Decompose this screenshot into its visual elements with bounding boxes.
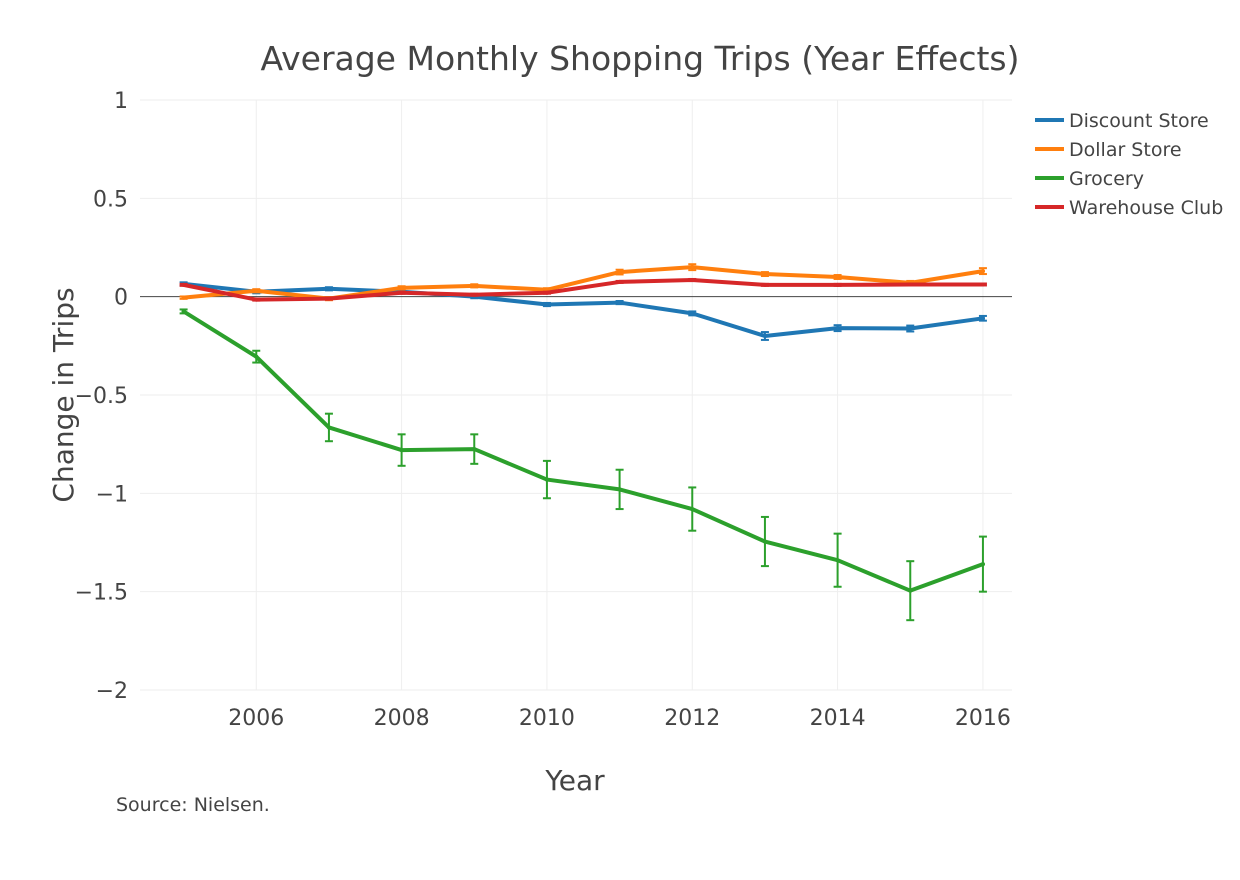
data-point[interactable]: [617, 270, 622, 275]
data-point[interactable]: [762, 539, 767, 544]
series-warehouse-club: [179, 277, 987, 302]
data-point[interactable]: [399, 448, 404, 453]
data-point[interactable]: [762, 334, 767, 338]
data-point[interactable]: [908, 588, 913, 593]
data-point[interactable]: [544, 290, 549, 295]
data-point[interactable]: [472, 283, 477, 288]
data-point[interactable]: [544, 477, 549, 482]
data-point[interactable]: [181, 309, 186, 314]
series-line: [181, 277, 985, 302]
legend-item-dollar-store[interactable]: Dollar Store: [1035, 139, 1182, 161]
series-layer: [179, 263, 987, 622]
x-tick-label: 2008: [374, 706, 430, 731]
y-tick-label: −2: [96, 679, 128, 704]
legend-label: Discount Store: [1069, 110, 1209, 132]
x-tick-label: 2016: [955, 706, 1011, 731]
data-point[interactable]: [399, 290, 404, 295]
y-tick-label: 1: [114, 89, 128, 114]
y-tick-label: −0.5: [75, 384, 128, 409]
data-point[interactable]: [762, 272, 767, 277]
data-point[interactable]: [980, 316, 985, 321]
y-tick-label: −1.5: [75, 581, 128, 606]
series-discount-store: [179, 281, 987, 341]
series-line: [181, 281, 985, 338]
data-point[interactable]: [835, 326, 840, 331]
data-point[interactable]: [690, 277, 695, 282]
x-tick-label: 2006: [228, 706, 284, 731]
data-point[interactable]: [835, 282, 840, 287]
data-point[interactable]: [835, 558, 840, 563]
data-point[interactable]: [690, 265, 695, 270]
data-point[interactable]: [908, 326, 913, 331]
x-axis-title: Year: [544, 764, 605, 797]
y-tick-label: 0.5: [93, 187, 128, 212]
source-note: Source: Nielsen.: [116, 794, 270, 816]
legend-label: Dollar Store: [1069, 139, 1182, 161]
data-point[interactable]: [254, 354, 259, 359]
data-point[interactable]: [326, 425, 331, 430]
data-point[interactable]: [544, 302, 549, 307]
data-point[interactable]: [472, 292, 477, 297]
data-point[interactable]: [326, 296, 331, 301]
data-point[interactable]: [472, 447, 477, 452]
data-point[interactable]: [690, 507, 695, 512]
data-point[interactable]: [254, 297, 259, 302]
series-grocery: [179, 308, 987, 622]
data-point[interactable]: [617, 300, 622, 305]
x-tick-label: 2010: [519, 706, 575, 731]
x-tick-label: 2014: [810, 706, 866, 731]
data-point[interactable]: [181, 295, 186, 300]
data-point[interactable]: [762, 282, 767, 287]
y-tick-label: −1: [96, 482, 128, 507]
data-point[interactable]: [181, 282, 186, 287]
x-tick-label: 2012: [664, 706, 720, 731]
data-point[interactable]: [254, 288, 259, 293]
chart-title: Average Monthly Shopping Trips (Year Eff…: [260, 39, 1019, 78]
data-point[interactable]: [980, 282, 985, 287]
grid-layer: [140, 99, 1012, 691]
legend-label: Grocery: [1069, 168, 1144, 190]
data-point[interactable]: [980, 269, 985, 274]
legend-item-discount-store[interactable]: Discount Store: [1035, 110, 1209, 132]
y-axis-title: Change in Trips: [47, 287, 80, 502]
data-point[interactable]: [835, 275, 840, 279]
data-point[interactable]: [326, 286, 331, 291]
y-tick-label: 0: [114, 286, 128, 311]
data-point[interactable]: [980, 562, 985, 567]
legend-item-warehouse-club[interactable]: Warehouse Club: [1035, 197, 1223, 219]
data-point[interactable]: [399, 285, 404, 290]
axis-layer: 1 0.5 0 −0.5 −1 −1.5 −2 2006 2008 2010 2012 2014 201…: [75, 89, 1012, 731]
data-point[interactable]: [690, 311, 695, 316]
legend-label: Warehouse Club: [1069, 197, 1223, 219]
series-line: [181, 309, 985, 593]
series-dollar-store: [179, 263, 987, 302]
legend: Discount Store Dollar Store Grocery Warehou…: [1035, 110, 1223, 219]
data-point[interactable]: [908, 282, 913, 287]
data-point[interactable]: [617, 279, 622, 284]
data-point[interactable]: [617, 487, 622, 492]
legend-item-grocery[interactable]: Grocery: [1035, 168, 1144, 190]
